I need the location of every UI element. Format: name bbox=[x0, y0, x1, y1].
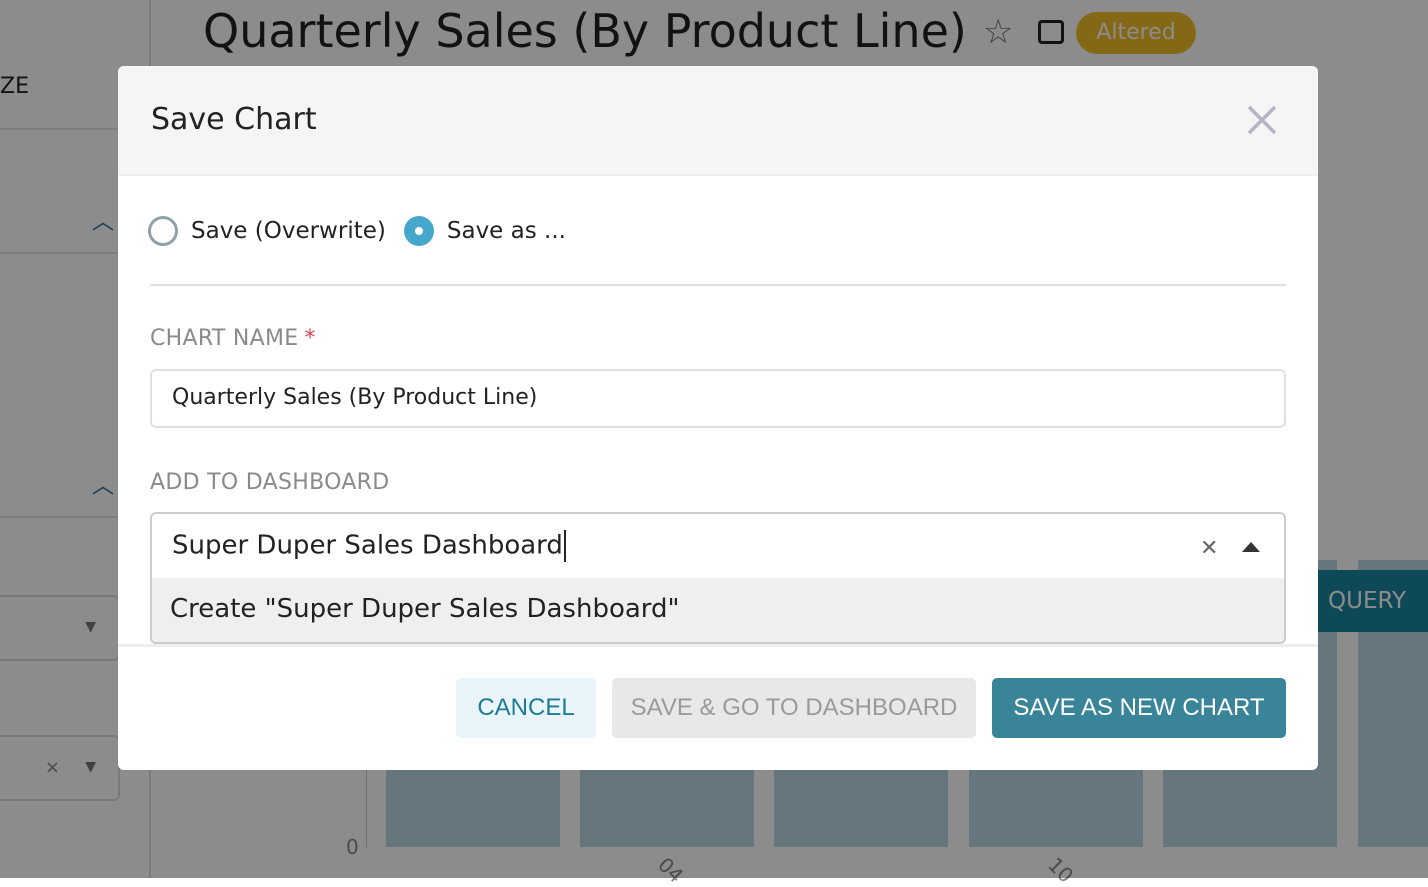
chart-name-input[interactable]: Quarterly Sales (By Product Line) bbox=[150, 369, 1286, 428]
y-tick: 0 bbox=[346, 835, 359, 859]
cancel-button[interactable]: CANCEL bbox=[456, 678, 596, 738]
divider bbox=[0, 128, 150, 130]
divider bbox=[0, 252, 150, 254]
caret-down-icon: ▼ bbox=[85, 759, 96, 775]
edit-icon[interactable] bbox=[1038, 20, 1064, 44]
create-dashboard-option[interactable]: Create "Super Duper Sales Dashboard" bbox=[152, 578, 1284, 642]
save-as-new-chart-button[interactable]: SAVE AS NEW CHART bbox=[992, 678, 1286, 738]
save-and-go-to-dashboard-button[interactable]: SAVE & GO TO DASHBOARD bbox=[612, 678, 976, 738]
radio-save-as-label[interactable]: Save as ... bbox=[446, 218, 566, 244]
modal-header: Save Chart bbox=[118, 66, 1318, 176]
dashboard-select[interactable]: Super Duper Sales Dashboard ✕ Create "Su… bbox=[150, 512, 1286, 644]
chart-name-label-text: CHART NAME bbox=[150, 326, 299, 351]
star-icon[interactable]: ☆ bbox=[983, 12, 1014, 52]
add-to-dashboard-label: ADD TO DASHBOARD bbox=[150, 470, 390, 495]
modal-title: Save Chart bbox=[151, 102, 317, 137]
sidebar-section-label: ZE bbox=[0, 74, 29, 99]
modal-footer-divider bbox=[118, 644, 1318, 647]
chevron-up-icon[interactable]: ︿ bbox=[92, 474, 115, 499]
close-icon[interactable] bbox=[1246, 104, 1278, 136]
run-query-button[interactable]: QUERY bbox=[1300, 570, 1428, 632]
clear-icon[interactable]: × bbox=[44, 757, 60, 778]
save-chart-modal: Save Chart Save (Overwrite) Save as ... … bbox=[118, 66, 1318, 770]
clear-icon[interactable]: ✕ bbox=[1200, 536, 1219, 561]
text-cursor bbox=[563, 530, 566, 562]
radio-overwrite[interactable] bbox=[148, 216, 178, 246]
status-badge: Altered bbox=[1076, 12, 1196, 54]
radio-save-as[interactable] bbox=[403, 216, 434, 246]
chart-name-label: CHART NAME * bbox=[150, 326, 316, 351]
chart-title[interactable]: Quarterly Sales (By Product Line) bbox=[203, 4, 967, 58]
dashboard-input-text: Super Duper Sales Dashboard bbox=[172, 530, 563, 561]
divider bbox=[0, 516, 150, 518]
chevron-up-icon[interactable]: ︿ bbox=[92, 210, 115, 235]
divider bbox=[150, 284, 1286, 286]
dashboard-search-input[interactable]: Super Duper Sales Dashboard bbox=[172, 530, 566, 562]
required-mark: * bbox=[304, 326, 316, 351]
save-mode-radio-group: Save (Overwrite) Save as ... bbox=[148, 216, 566, 246]
caret-down-icon: ▼ bbox=[85, 619, 96, 635]
caret-up-icon[interactable] bbox=[1242, 542, 1260, 552]
radio-overwrite-label[interactable]: Save (Overwrite) bbox=[191, 218, 386, 244]
